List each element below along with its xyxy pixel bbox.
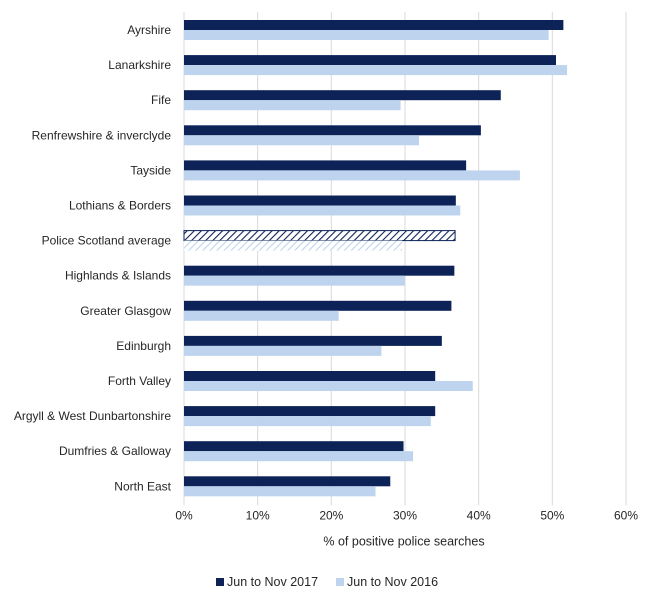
x-axis-title: % of positive police searches bbox=[323, 534, 484, 548]
bar-2016 bbox=[184, 240, 403, 251]
bar-2017 bbox=[184, 90, 501, 101]
category-label: Edinburgh bbox=[116, 339, 171, 353]
bar-2016 bbox=[184, 65, 568, 76]
bar-2016 bbox=[184, 170, 520, 181]
category-label: Police Scotland average bbox=[42, 234, 172, 248]
bar-2017 bbox=[184, 195, 456, 206]
bar-2017 bbox=[184, 476, 391, 487]
category-label: Dumfries & Galloway bbox=[59, 444, 171, 458]
bar-2016 bbox=[184, 100, 401, 111]
x-tick-label: 30% bbox=[393, 508, 417, 522]
category-label: Lothians & Borders bbox=[69, 199, 171, 213]
bar-2017 bbox=[184, 335, 442, 346]
category-label: Fife bbox=[151, 93, 171, 107]
bar-2016 bbox=[184, 451, 414, 462]
bar-2017 bbox=[184, 20, 564, 30]
legend-swatch bbox=[216, 578, 224, 586]
legend-label: Jun to Nov 2017 bbox=[227, 575, 318, 589]
category-label: Lanarkshire bbox=[108, 58, 171, 72]
category-labels: Ayrshire Lanarkshire Fife Renfrewshire & in… bbox=[14, 23, 172, 493]
bar-2017 bbox=[184, 160, 467, 171]
bar-2016 bbox=[184, 345, 382, 356]
bar-2016 bbox=[184, 416, 431, 427]
category-label: Tayside bbox=[130, 163, 171, 177]
legend-label: Jun to Nov 2016 bbox=[347, 575, 438, 589]
category-label: Greater Glasgow bbox=[80, 304, 171, 318]
x-tick-label: 40% bbox=[467, 508, 491, 522]
x-tick-label: 20% bbox=[319, 508, 343, 522]
bar-2017 bbox=[184, 441, 404, 452]
bar-2016 bbox=[184, 135, 419, 146]
category-label: Renfrewshire & inverclyde bbox=[32, 128, 172, 142]
bar-2017 bbox=[184, 406, 436, 417]
x-axis-ticks: 0% 10% 20% 30% 40% 50% 60% bbox=[175, 508, 638, 522]
category-label: North East bbox=[114, 479, 171, 493]
bar-2017 bbox=[184, 371, 436, 381]
gridlines bbox=[183, 12, 627, 506]
bars bbox=[183, 20, 568, 497]
bar-2016 bbox=[184, 30, 549, 40]
x-tick-label: 0% bbox=[175, 508, 193, 522]
bar-2017 bbox=[183, 230, 456, 242]
bar-2017 bbox=[184, 300, 452, 311]
bar-2016 bbox=[184, 310, 339, 321]
bar-2016 bbox=[184, 275, 405, 286]
bar-2017 bbox=[184, 265, 455, 276]
x-tick-label: 50% bbox=[540, 508, 564, 522]
category-label: Argyll & West Dunbartonshire bbox=[14, 409, 172, 423]
bar-2016 bbox=[184, 486, 376, 497]
category-label: Highlands & Islands bbox=[65, 269, 171, 283]
bar-2016 bbox=[184, 205, 461, 216]
bar-2016 bbox=[184, 381, 473, 391]
category-label: Ayrshire bbox=[127, 23, 171, 37]
bar-2017 bbox=[184, 125, 481, 136]
legend-swatch bbox=[336, 578, 344, 586]
x-tick-label: 60% bbox=[614, 508, 638, 522]
bar-2017 bbox=[184, 55, 557, 66]
category-label: Forth Valley bbox=[108, 374, 171, 388]
x-tick-label: 10% bbox=[246, 508, 270, 522]
legend: Jun to Nov 2017 Jun to Nov 2016 bbox=[216, 575, 438, 589]
